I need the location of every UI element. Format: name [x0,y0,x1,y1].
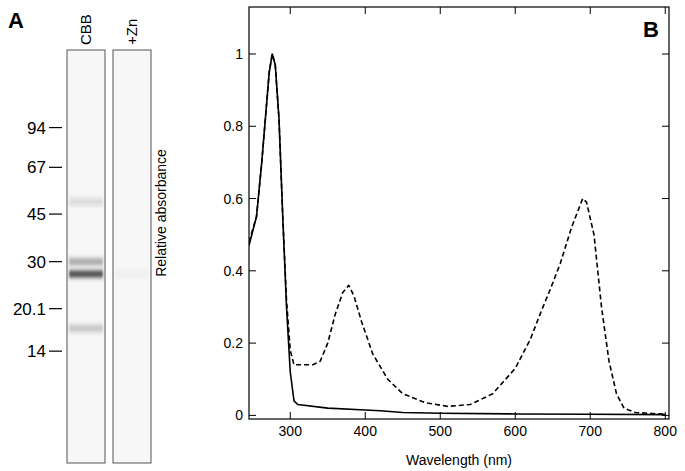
lane-background [67,50,105,463]
spectrum-line [249,54,665,414]
lane-label: CBB [77,14,94,45]
x-tick-top [515,7,516,14]
marker-tick [49,127,62,128]
marker-tick [49,167,62,168]
marker-label: 30 [27,253,46,272]
x-axis-label: Wavelength (nm) [406,452,512,468]
band [69,198,103,205]
x-tick-top [290,7,291,14]
marker-label: 20.1 [13,300,46,319]
y-tick-right [662,53,669,54]
marker-label: 67 [27,158,46,177]
y-tick-right [662,270,669,271]
y-tick-label: 0.6 [224,191,244,207]
x-tick-label: 800 [654,423,678,439]
series-group [249,54,665,415]
x-tick [515,412,516,419]
x-tick [365,412,366,419]
spectrum-line [249,54,665,415]
panel-label: B [643,17,659,42]
y-tick-label: 0.8 [224,118,244,134]
x-tick-top [665,7,666,14]
y-tick-right [662,343,669,344]
y-tick [249,415,256,416]
y-tick [249,126,256,127]
x-tick-top [365,7,366,14]
y-tick [249,343,256,344]
x-tick [590,412,591,419]
band [69,258,103,265]
x-tick [290,412,291,419]
x-tick-label: 600 [504,423,528,439]
y-tick-label: 0.2 [224,335,244,351]
y-tick [249,270,256,271]
panel-label: A [8,8,24,33]
marker-label: 45 [27,205,46,224]
y-tick-right [662,198,669,199]
band [115,271,149,278]
x-tick-label: 400 [354,423,378,439]
marker-label: 14 [27,342,46,361]
marker-tick [49,308,62,309]
band [69,325,103,332]
marker-tick [49,351,62,352]
x-tick-label: 700 [579,423,603,439]
lane [67,50,105,463]
lane [113,50,151,463]
marker-label: 94 [27,119,46,138]
y-axis-label: Relative absorbance [153,149,169,277]
y-tick-right [662,126,669,127]
y-tick-label: 1 [235,46,243,62]
figure: A CBB +Zn 94 67 45 30 20.1 14 300 400 500 600 700 800 0… [0,0,685,471]
x-tick-label: 300 [279,423,303,439]
marker-tick [49,261,62,262]
y-tick [249,198,256,199]
lane-label: +Zn [123,19,140,45]
y-tick-label: 0 [235,407,243,423]
x-tick-top [590,7,591,14]
x-tick-top [440,7,441,14]
lane-background [113,50,151,463]
marker-tick [49,213,62,214]
y-tick [249,53,256,54]
y-tick-label: 0.4 [224,263,244,279]
x-tick-label: 500 [429,423,453,439]
band [69,271,103,278]
plot-frame [249,7,669,419]
